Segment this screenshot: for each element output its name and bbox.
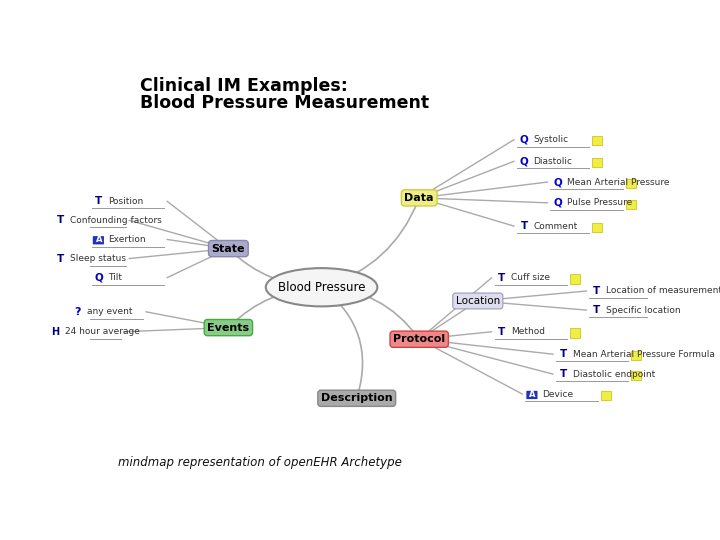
Text: Location of measurement: Location of measurement (606, 287, 720, 295)
FancyBboxPatch shape (631, 351, 642, 360)
Text: Pulse Pressure: Pulse Pressure (567, 198, 632, 207)
Text: Diastolic: Diastolic (534, 157, 572, 166)
Text: Blood Pressure: Blood Pressure (278, 281, 365, 294)
FancyBboxPatch shape (41, 217, 51, 226)
Text: Confounding factors: Confounding factors (71, 216, 162, 225)
FancyBboxPatch shape (593, 136, 602, 145)
Text: Tilt: Tilt (109, 273, 122, 282)
FancyBboxPatch shape (665, 288, 675, 297)
Text: T: T (593, 305, 600, 315)
FancyBboxPatch shape (600, 391, 611, 400)
Text: Q: Q (553, 198, 562, 208)
Text: T: T (559, 369, 567, 379)
FancyBboxPatch shape (79, 198, 89, 207)
FancyBboxPatch shape (79, 236, 89, 245)
Text: A: A (529, 390, 536, 399)
FancyBboxPatch shape (570, 274, 580, 284)
Text: T: T (95, 196, 102, 206)
Text: T: T (498, 273, 505, 282)
FancyBboxPatch shape (41, 255, 51, 265)
FancyBboxPatch shape (570, 328, 580, 338)
Text: Location: Location (456, 296, 500, 306)
FancyBboxPatch shape (626, 199, 636, 208)
FancyBboxPatch shape (93, 236, 104, 245)
Text: Clinical IM Examples:: Clinical IM Examples: (140, 77, 348, 95)
Text: T: T (58, 215, 65, 225)
Text: T: T (521, 221, 528, 231)
Text: Cuff size: Cuff size (511, 273, 550, 282)
Text: mindmap representation of openEHR Archetype: mindmap representation of openEHR Archet… (118, 456, 402, 469)
Text: Events: Events (207, 322, 249, 333)
Text: T: T (58, 254, 65, 264)
Text: Sleep status: Sleep status (71, 254, 127, 263)
Text: State: State (212, 244, 245, 254)
Text: A: A (96, 235, 102, 244)
Text: Method: Method (511, 327, 545, 336)
Text: Diastolic endpoint: Diastolic endpoint (572, 370, 655, 379)
Text: H: H (51, 327, 60, 337)
FancyBboxPatch shape (35, 328, 45, 338)
FancyBboxPatch shape (665, 307, 675, 316)
FancyBboxPatch shape (631, 371, 642, 380)
Text: T: T (498, 327, 505, 337)
Text: Device: Device (542, 390, 573, 399)
Text: Q: Q (553, 177, 562, 187)
FancyBboxPatch shape (626, 179, 636, 188)
Ellipse shape (266, 268, 377, 306)
Text: Exertion: Exertion (109, 235, 146, 244)
Text: Position: Position (109, 197, 144, 206)
Text: ?: ? (74, 307, 81, 317)
FancyBboxPatch shape (58, 308, 68, 318)
Text: Specific location: Specific location (606, 306, 681, 315)
Text: Data: Data (405, 193, 434, 203)
Text: Q: Q (520, 134, 528, 145)
FancyBboxPatch shape (593, 158, 602, 167)
FancyBboxPatch shape (593, 223, 602, 232)
Text: Q: Q (94, 273, 103, 282)
Text: Mean Arterial Pressure Formula: Mean Arterial Pressure Formula (572, 350, 714, 359)
Text: T: T (593, 286, 600, 296)
Text: Comment: Comment (534, 221, 578, 231)
FancyBboxPatch shape (79, 274, 89, 284)
Text: 24 hour average: 24 hour average (65, 327, 140, 336)
Text: T: T (559, 349, 567, 359)
FancyBboxPatch shape (526, 391, 538, 399)
Text: Systolic: Systolic (534, 135, 569, 144)
Text: Mean Arterial Pressure: Mean Arterial Pressure (567, 178, 670, 186)
Text: Description: Description (321, 393, 392, 403)
Text: Blood Pressure Measurement: Blood Pressure Measurement (140, 94, 429, 112)
Text: Protocol: Protocol (393, 334, 445, 344)
Text: any event: any event (87, 307, 132, 316)
Text: Q: Q (520, 156, 528, 166)
